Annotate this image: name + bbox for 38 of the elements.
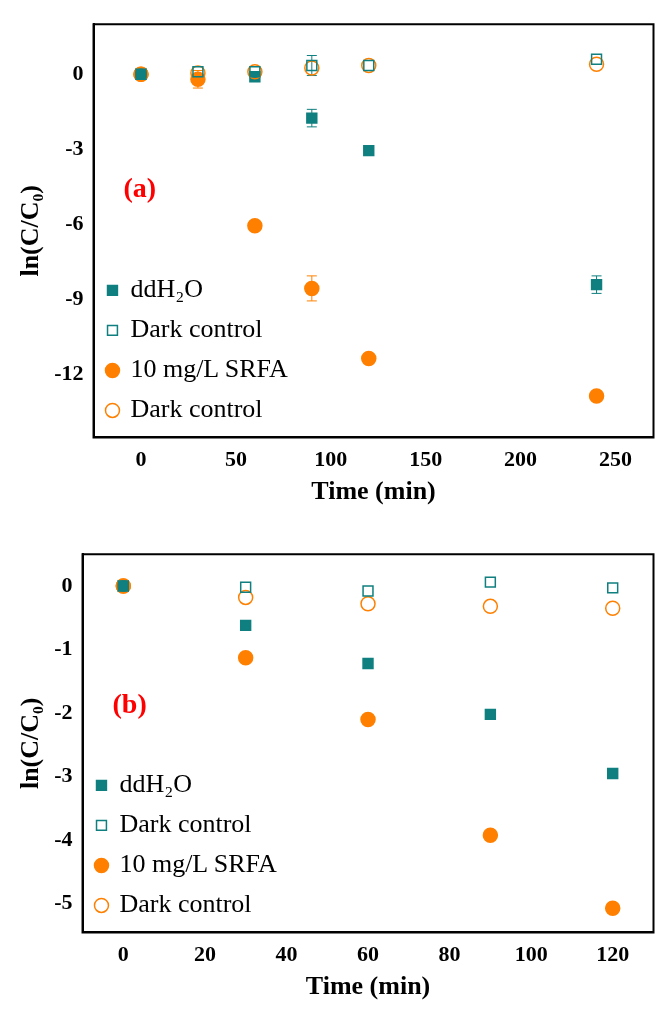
- legend-label: 10 mg/L SRFA: [130, 354, 289, 384]
- x-tick-label: 150: [409, 446, 443, 472]
- y-tick-label: -4: [54, 825, 73, 851]
- x-tick-label: 50: [224, 446, 247, 472]
- x-tick-label: 40: [275, 941, 298, 967]
- legend-label: Dark control: [130, 394, 263, 424]
- x-axis-title: Time (min): [305, 971, 431, 1001]
- y-tick-label: -1: [54, 635, 73, 661]
- annotation: (b): [112, 687, 147, 719]
- y-tick-label: -6: [65, 210, 84, 236]
- y-tick-label: -12: [54, 360, 84, 386]
- y-tick-label: -9: [65, 285, 84, 311]
- y-axis-title: ln(C/C₀): [15, 185, 45, 277]
- y-axis-title: ln(C/C₀): [15, 697, 45, 790]
- x-tick-label: 0: [117, 941, 129, 967]
- x-tick-label: 80: [438, 941, 461, 967]
- x-tick-label: 120: [596, 941, 630, 967]
- x-tick-label: 250: [599, 446, 633, 472]
- legend-label: Dark control: [119, 809, 252, 839]
- y-tick-label: -2: [54, 698, 73, 724]
- legend-label: Dark control: [130, 314, 263, 344]
- x-tick-label: 100: [314, 446, 348, 472]
- x-tick-label: 100: [514, 941, 548, 967]
- x-tick-label: 200: [504, 446, 538, 472]
- legend-label: 10 mg/L SRFA: [119, 849, 278, 879]
- legend-label: ddH₂O: [119, 769, 193, 799]
- y-tick-label: -3: [65, 135, 84, 161]
- legend-label: ddH₂O: [130, 274, 204, 304]
- y-tick-label: -5: [54, 889, 73, 915]
- annotation: (a): [123, 171, 157, 203]
- x-tick-label: 60: [357, 941, 380, 967]
- x-tick-label: 20: [193, 941, 216, 967]
- y-tick-label: 0: [72, 59, 84, 85]
- x-tick-label: 0: [135, 446, 147, 472]
- legend-label: Dark control: [119, 889, 252, 919]
- x-axis-title: Time (min): [311, 476, 436, 506]
- y-tick-label: -3: [54, 762, 73, 788]
- y-tick-label: 0: [61, 571, 73, 597]
